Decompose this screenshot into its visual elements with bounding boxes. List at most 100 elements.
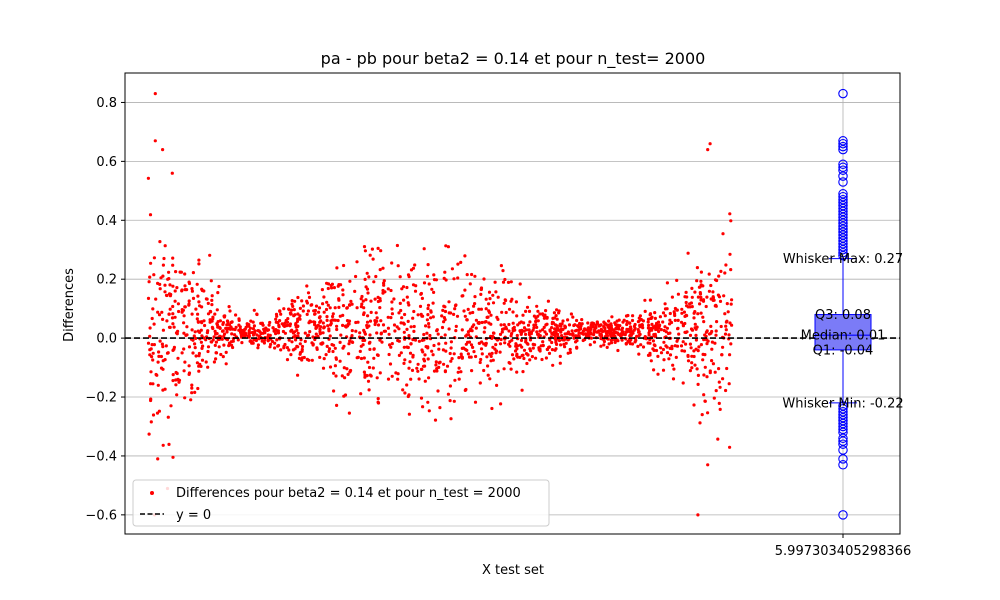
scatter-point xyxy=(358,349,362,353)
scatter-point xyxy=(541,343,545,347)
scatter-point xyxy=(703,399,707,403)
scatter-point xyxy=(471,310,475,315)
scatter-point xyxy=(684,342,688,346)
scatter-point xyxy=(332,371,336,375)
scatter-point xyxy=(217,345,221,349)
scatter-point xyxy=(638,314,643,318)
scatter-point xyxy=(628,334,632,338)
scatter-point xyxy=(646,353,651,357)
scatter-point xyxy=(568,347,572,352)
scatter-point xyxy=(368,373,372,377)
scatter-point xyxy=(503,277,507,282)
scatter-point xyxy=(592,333,596,337)
scatter-point xyxy=(360,294,364,299)
scatter-point xyxy=(200,358,205,362)
scatter-point xyxy=(338,314,342,318)
scatter-point xyxy=(378,306,382,310)
scatter-point xyxy=(163,290,167,294)
scatter-point xyxy=(185,288,189,292)
scatter-point xyxy=(392,297,396,301)
scatter-point xyxy=(346,372,350,376)
scatter-point xyxy=(194,354,198,358)
scatter-point xyxy=(485,315,489,319)
scatter-point xyxy=(546,299,551,303)
scatter-point xyxy=(409,325,413,329)
scatter-point xyxy=(696,382,700,386)
scatter-point xyxy=(167,270,171,274)
scatter-point xyxy=(690,361,694,365)
scatter-point xyxy=(197,354,201,358)
scatter-point xyxy=(698,285,702,289)
scatter-point xyxy=(358,331,362,335)
scatter-point xyxy=(413,263,417,267)
scatter-point xyxy=(326,286,330,291)
scatter-point xyxy=(699,311,703,315)
scatter-point xyxy=(552,332,556,336)
scatter-point xyxy=(215,323,219,327)
scatter-point xyxy=(718,299,723,303)
scatter-point xyxy=(672,367,676,371)
scatter-point xyxy=(180,308,184,312)
scatter-point xyxy=(425,274,430,278)
scatter-point xyxy=(214,357,218,361)
scatter-point xyxy=(166,415,170,419)
scatter-point xyxy=(518,329,522,333)
scatter-point xyxy=(555,308,559,312)
scatter-point xyxy=(452,312,456,316)
scatter-point xyxy=(485,355,489,359)
scatter-point xyxy=(680,307,684,311)
scatter-point xyxy=(462,309,466,313)
scatter-point xyxy=(156,383,160,387)
scatter-point xyxy=(463,288,467,292)
scatter-point xyxy=(489,313,493,317)
scatter-point xyxy=(316,334,320,339)
scatter-point xyxy=(682,349,687,353)
scatter-point xyxy=(690,295,694,299)
scatter-point xyxy=(373,322,377,327)
scatter-point xyxy=(685,314,689,318)
scatter-point xyxy=(399,308,403,313)
scatter-point xyxy=(407,366,411,370)
scatter-point xyxy=(433,418,438,422)
scatter-point xyxy=(378,371,382,375)
scatter-point xyxy=(161,263,165,267)
scatter-point xyxy=(290,308,294,312)
scatter-point xyxy=(173,315,177,319)
scatter-point xyxy=(566,330,571,334)
scatter-point xyxy=(337,305,341,309)
scatter-point xyxy=(191,271,195,275)
scatter-point xyxy=(415,366,419,370)
scatter-point xyxy=(171,263,175,267)
scatter-point xyxy=(679,320,684,324)
scatter-point xyxy=(345,367,349,371)
scatter-point xyxy=(225,327,229,332)
scatter-point xyxy=(705,342,709,346)
scatter-point xyxy=(646,326,651,330)
scatter-point xyxy=(452,277,456,281)
scatter-point xyxy=(575,318,579,323)
scatter-point xyxy=(503,298,507,302)
scatter-point xyxy=(146,176,150,180)
scatter-point xyxy=(256,343,260,347)
scatter-point xyxy=(496,369,500,373)
scatter-point xyxy=(210,298,214,302)
scatter-point xyxy=(508,361,512,365)
scatter-point xyxy=(702,373,706,377)
scatter-point xyxy=(165,351,170,355)
scatter-point xyxy=(689,301,694,305)
scatter-point xyxy=(298,306,302,310)
scatter-point xyxy=(666,331,671,336)
scatter-point xyxy=(224,362,228,366)
scatter-point xyxy=(715,320,719,324)
scatter-point xyxy=(153,92,157,96)
scatter-point xyxy=(298,314,302,318)
scatter-point xyxy=(708,142,712,146)
scatter-point xyxy=(151,413,156,417)
scatter-point xyxy=(305,299,309,303)
scatter-point xyxy=(615,319,619,323)
scatter-point xyxy=(443,370,447,374)
scatter-point xyxy=(390,342,394,346)
scatter-point xyxy=(408,351,413,355)
scatter-point xyxy=(379,319,383,323)
scatter-point xyxy=(569,312,574,316)
